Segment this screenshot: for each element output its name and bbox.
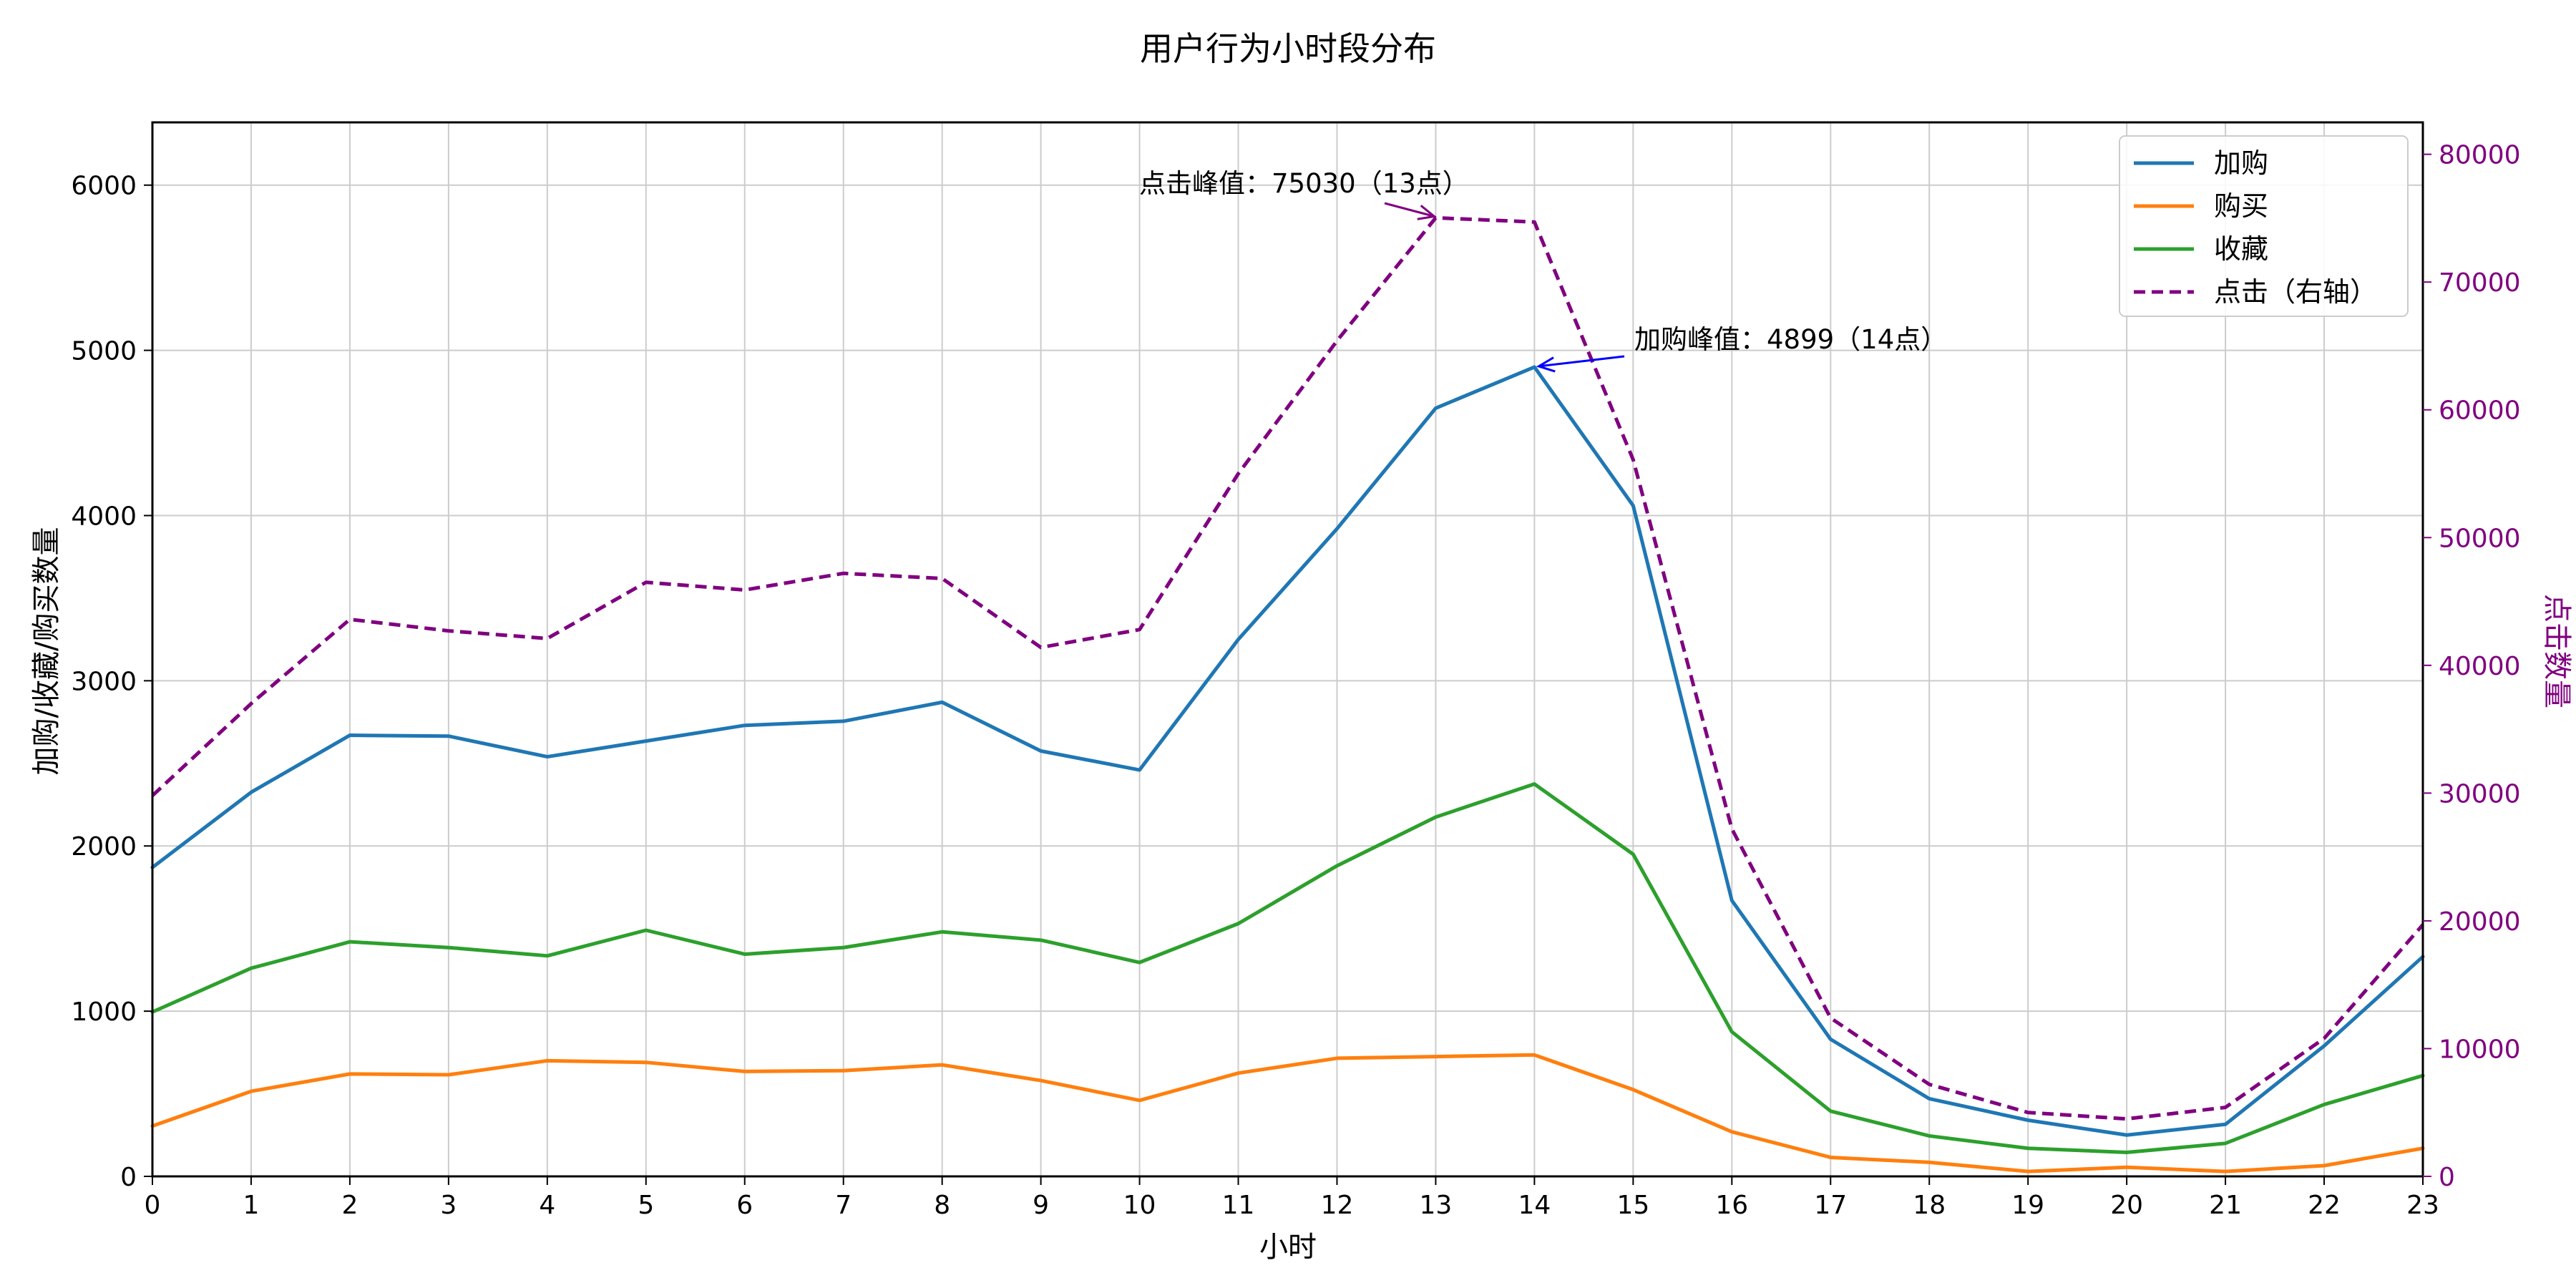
x-tick-label: 0 (145, 1191, 161, 1220)
y2-axis-label: 点击数量 (2540, 594, 2573, 708)
y2-tick-label: 20000 (2439, 907, 2521, 937)
x-tick-label: 23 (2406, 1191, 2439, 1220)
annotation-cart-peak-label: 加购峰值：4899（14点） (1634, 324, 1947, 355)
y-tick-label: 5000 (71, 337, 137, 366)
y-tick-label: 3000 (71, 667, 137, 696)
x-tick-label: 18 (1913, 1191, 1946, 1220)
x-tick-label: 8 (934, 1191, 950, 1220)
x-tick-label: 6 (736, 1191, 753, 1220)
x-tick-label: 5 (638, 1191, 654, 1220)
legend-item-label: 收藏 (2214, 233, 2268, 265)
annotation-click-peak-arrow-head (1417, 205, 1437, 220)
x-tick-label: 21 (2209, 1191, 2242, 1220)
x-tick-label: 4 (539, 1191, 555, 1220)
y-tick-label: 0 (120, 1163, 137, 1192)
x-tick-label: 3 (440, 1191, 457, 1220)
legend-item-label: 点击（右轴） (2214, 276, 2377, 308)
x-tick-label: 12 (1321, 1191, 1354, 1220)
x-tick-label: 13 (1420, 1191, 1453, 1220)
series-lines (150, 215, 2425, 1174)
y-tick-label: 2000 (71, 832, 137, 862)
x-tick-label: 22 (2308, 1191, 2341, 1220)
annotations: 点击峰值：75030（13点） 加购峰值：4899（14点） (1139, 168, 1947, 373)
y2-tick-label: 70000 (2439, 268, 2521, 298)
y2-tick-label: 40000 (2439, 652, 2521, 681)
x-tick-label: 2 (341, 1191, 358, 1220)
x-tick-label: 11 (1222, 1191, 1255, 1220)
series-line (151, 215, 2424, 1121)
y-tick-label: 1000 (71, 997, 137, 1027)
grid (152, 122, 2424, 1177)
x-tick-label: 9 (1033, 1191, 1049, 1220)
chart-title: 用户行为小时段分布 (1140, 29, 1436, 68)
x-tick-label: 10 (1123, 1191, 1156, 1220)
annotation-cart-peak-arrow-shaft (1538, 355, 1625, 368)
legend-item-label: 加购 (2214, 147, 2268, 179)
legend-item-label: 购买 (2214, 190, 2268, 222)
legend-box (2119, 135, 2409, 317)
annotation-click-peak-label: 点击峰值：75030（13点） (1139, 168, 1469, 199)
y-tick-label: 4000 (71, 502, 137, 531)
y2-tick-label: 30000 (2439, 779, 2521, 809)
series-line (150, 365, 2425, 1137)
x-tick-label: 1 (243, 1191, 260, 1220)
x-axis-label: 小时 (1259, 1231, 1317, 1264)
y2-tick-label: 50000 (2439, 524, 2521, 553)
series-line (150, 782, 2425, 1155)
plot-frame (151, 121, 2424, 1178)
y-tick-label: 6000 (71, 172, 137, 201)
x-tick-label: 7 (835, 1191, 852, 1220)
x-tick-label: 16 (1715, 1191, 1748, 1220)
y2-tick-label: 60000 (2439, 396, 2521, 426)
x-tick-label: 19 (2011, 1191, 2044, 1220)
x-tick-label: 14 (1518, 1191, 1551, 1220)
y2-tick-label: 10000 (2439, 1035, 2521, 1064)
y2-tick-label: 80000 (2439, 141, 2521, 170)
y2-tick-label: 0 (2439, 1163, 2455, 1192)
x-tick-label: 17 (1814, 1191, 1847, 1220)
y-axis-label: 加购/收藏/购买数量 (30, 527, 63, 776)
axis-ticks: 0 1 2 3 4 5 6 7 8 9 10 11 12 13 14 15 16 17 18 19 20 21 22 2301… (71, 141, 2520, 1220)
x-tick-label: 15 (1616, 1191, 1649, 1220)
x-tick-label: 20 (2110, 1191, 2143, 1220)
series-line (150, 1053, 2425, 1174)
annotation-click-peak-arrow-shaft (1384, 202, 1435, 218)
annotation-cart-peak-arrow-head (1536, 356, 1556, 373)
